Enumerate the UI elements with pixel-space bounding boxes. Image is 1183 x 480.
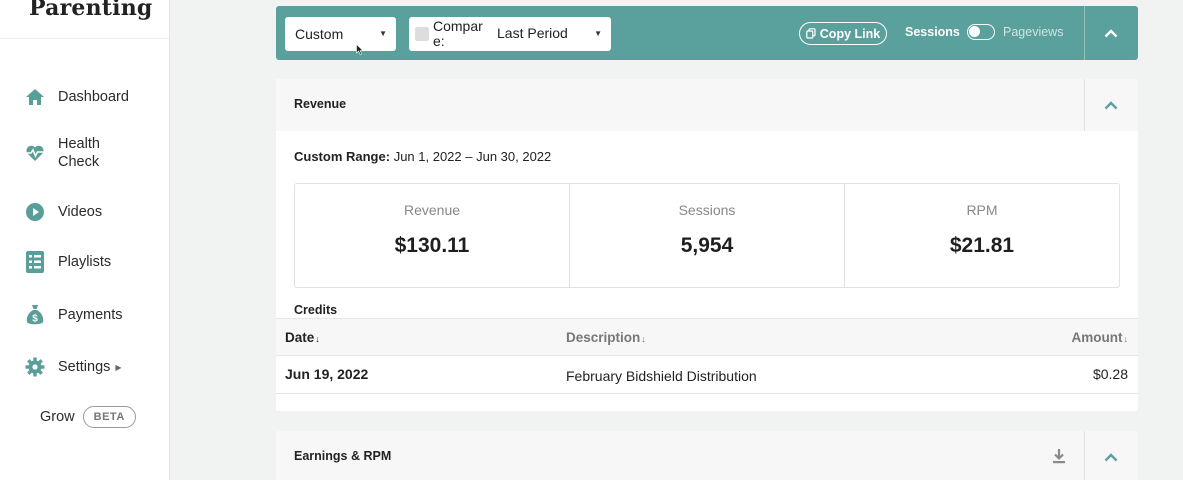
filter-bar: Custom ▼ Compare: Last Period ▼ Copy Lin… — [276, 6, 1138, 60]
caret-down-icon: ▼ — [594, 29, 602, 38]
stat-rpm: RPM $21.81 — [845, 184, 1119, 287]
divider — [0, 38, 169, 39]
home-icon — [24, 86, 46, 108]
chevron-up-icon — [1104, 452, 1118, 461]
stat-label: Sessions — [678, 202, 736, 218]
range-label: Custom Range: — [294, 149, 391, 164]
stat-value: 5,954 — [680, 234, 734, 257]
sessions-pageviews-toggle[interactable] — [967, 24, 995, 40]
column-header-description[interactable]: Description↓ — [566, 330, 646, 345]
sidebar-item-settings[interactable]: Settings ▶ — [24, 356, 122, 378]
money-bag-icon: $ — [24, 304, 46, 326]
svg-text:$: $ — [32, 314, 38, 325]
stat-value: $130.11 — [394, 234, 470, 257]
playlist-icon — [24, 251, 46, 273]
sidebar-item-label: Dashboard — [58, 89, 129, 105]
stat-value: $21.81 — [949, 234, 1015, 257]
cell-amount: $0.28 — [1092, 366, 1128, 382]
sidebar-item-label: Health Check — [58, 136, 100, 170]
copy-link-label: Copy Link — [819, 26, 881, 41]
mouse-cursor-icon — [356, 42, 364, 60]
heartbeat-icon — [24, 142, 46, 164]
column-header-date[interactable]: Date↓ — [285, 330, 320, 345]
compare-label: Compare: — [433, 18, 483, 49]
stat-sessions: Sessions 5,954 — [570, 184, 845, 287]
cell-description: February Bidshield Distribution — [566, 368, 757, 384]
credits-heading: Credits — [294, 303, 338, 317]
revenue-card-header: Revenue — [276, 79, 1138, 131]
sort-arrow-icon: ↓ — [641, 334, 646, 344]
earnings-card: Earnings & RPM — [276, 431, 1138, 480]
sidebar-item-grow[interactable]: Grow BETA — [40, 406, 136, 428]
sort-arrow-icon: ↓ — [1123, 334, 1129, 344]
collapse-filters-button[interactable] — [1084, 6, 1138, 60]
compare-checkbox[interactable] — [415, 27, 429, 41]
custom-range: Custom Range: Jun 1, 2022 – Jun 30, 2022 — [294, 149, 551, 164]
date-range-value: Custom — [295, 26, 344, 42]
copy-link-button[interactable]: Copy Link — [799, 22, 887, 45]
sidebar-item-videos[interactable]: Videos — [24, 201, 102, 223]
sidebar-item-label: Videos — [58, 204, 103, 220]
stat-label: RPM — [966, 202, 998, 218]
stats-panel: Revenue $130.11 Sessions 5,954 RPM $21.8… — [294, 183, 1120, 288]
compare-select[interactable]: Compare: Last Period ▼ — [409, 17, 611, 51]
card-title: Earnings & RPM — [294, 449, 392, 463]
sidebar-item-dashboard[interactable]: Dashboard — [24, 86, 129, 108]
sidebar-item-label: Grow — [40, 409, 75, 425]
toggle-knob — [969, 26, 980, 37]
sidebar-item-health-check[interactable]: Health Check — [24, 135, 118, 171]
beta-badge: BETA — [82, 406, 136, 428]
card-title: Revenue — [294, 97, 347, 111]
chevron-up-icon — [1104, 100, 1118, 109]
divider — [1084, 79, 1085, 131]
sidebar-item-playlists[interactable]: Playlists — [24, 251, 111, 273]
credits-table-header: Date↓ Description↓ Amount↓ — [276, 318, 1138, 356]
brand-logo[interactable]: Parenting — [29, 0, 153, 21]
toggle-label-sessions: Sessions — [905, 25, 960, 39]
chevron-up-icon — [1104, 28, 1118, 37]
table-row: Jun 19, 2022 February Bidshield Distribu… — [276, 356, 1138, 394]
download-icon[interactable] — [1052, 448, 1066, 469]
caret-right-icon: ▶ — [115, 362, 122, 372]
collapse-earnings-button[interactable] — [1084, 431, 1138, 480]
stat-label: Revenue — [403, 202, 461, 218]
stat-revenue: Revenue $130.11 — [295, 184, 570, 287]
sidebar-item-payments[interactable]: $ Payments — [24, 304, 122, 326]
revenue-card: Revenue Custom Range: Jun 1, 2022 – Jun … — [276, 79, 1138, 411]
cell-date: Jun 19, 2022 — [285, 366, 369, 382]
toggle-label-pageviews: Pageviews — [1003, 25, 1064, 39]
sort-arrow-icon: ↓ — [315, 334, 320, 344]
divider — [1084, 431, 1085, 480]
range-value: Jun 1, 2022 – Jun 30, 2022 — [393, 149, 552, 164]
divider — [1084, 6, 1085, 60]
sidebar: Parenting Dashboard Health Check Videos … — [0, 0, 170, 480]
sidebar-item-label: Payments — [58, 307, 123, 323]
compare-value: Last Period — [497, 25, 568, 41]
sidebar-item-label: Playlists — [58, 254, 112, 270]
copy-icon — [805, 28, 816, 39]
caret-down-icon: ▼ — [379, 29, 387, 38]
sidebar-item-label: Settings — [58, 359, 111, 375]
gear-icon — [24, 356, 46, 378]
collapse-revenue-button[interactable] — [1084, 79, 1138, 131]
play-icon — [24, 201, 46, 223]
column-header-amount[interactable]: Amount↓ — [1071, 330, 1129, 345]
date-range-select[interactable]: Custom ▼ — [285, 17, 396, 51]
